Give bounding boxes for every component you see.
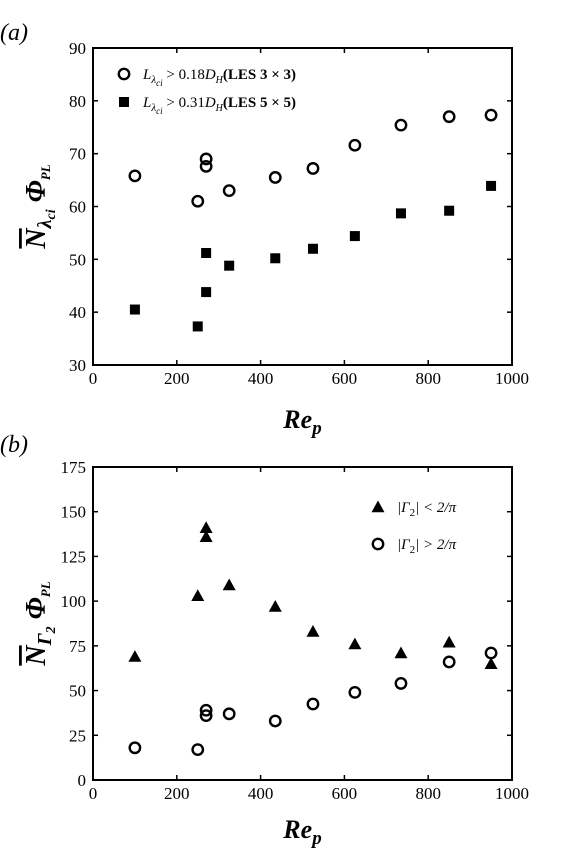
- data-point: [394, 118, 408, 132]
- y-tick-label: 80: [69, 92, 86, 111]
- data-point: [486, 180, 497, 191]
- x-tick-label: 600: [332, 784, 358, 803]
- data-point: [442, 635, 456, 648]
- y-tick-label: 90: [69, 39, 86, 58]
- y-tick-label: 25: [69, 726, 86, 745]
- series-1: [129, 180, 497, 332]
- data-point: [129, 304, 140, 315]
- data-point: [348, 685, 362, 699]
- data-point: [484, 108, 498, 122]
- y-tick-label: 125: [61, 547, 87, 566]
- x-tick-label: 0: [89, 784, 98, 803]
- data-point: [442, 655, 456, 669]
- data-point: [306, 625, 320, 637]
- y-tick-label: 30: [69, 356, 86, 375]
- data-point: [199, 703, 213, 717]
- data-point: [484, 657, 498, 669]
- series-1: [128, 646, 498, 756]
- data-point: [349, 231, 360, 242]
- y-tick-label: 175: [61, 458, 87, 477]
- data-point: [442, 110, 456, 124]
- data-point: [394, 646, 408, 659]
- y-tick-label: 75: [69, 637, 86, 656]
- y-tick-label: 70: [69, 145, 86, 164]
- data-point: [268, 171, 282, 184]
- data-point: [444, 205, 455, 216]
- data-point: [199, 521, 213, 534]
- x-tick-label: 800: [415, 784, 441, 803]
- data-point: [201, 287, 212, 298]
- legend-marker: [117, 67, 131, 81]
- data-point: [201, 247, 212, 258]
- data-point: [199, 530, 213, 542]
- y-tick-label: 40: [69, 303, 86, 322]
- data-point: [191, 194, 205, 208]
- x-tick-label: 400: [248, 784, 274, 803]
- y-tick-label: 150: [61, 503, 87, 522]
- data-point: [128, 169, 142, 183]
- y-tick-label: 60: [69, 198, 86, 217]
- x-tick-label: 1000: [495, 784, 529, 803]
- data-point: [395, 208, 406, 219]
- data-point: [199, 709, 213, 723]
- panel-b: (b) 0 200 400 600 800 1000 0 25 50 75 100 125 150 175 R…: [0, 432, 529, 849]
- data-point: [306, 162, 320, 175]
- data-point: [222, 578, 236, 591]
- data-point: [222, 184, 236, 198]
- data-point: [394, 677, 408, 690]
- x-tick-label: 400: [248, 369, 274, 388]
- legend-marker: [119, 97, 129, 107]
- x-axis-label: Rep: [282, 405, 321, 439]
- series-0: [128, 108, 498, 208]
- data-point: [224, 260, 235, 271]
- data-point: [348, 138, 362, 152]
- data-point: [307, 243, 318, 254]
- data-point: [268, 714, 282, 728]
- data-point: [128, 650, 142, 662]
- legend-marker: [371, 500, 385, 513]
- data-point: [270, 253, 281, 264]
- data-point: [199, 152, 213, 166]
- data-point: [191, 743, 205, 756]
- legend-label: Lλci > 0.31DH(LES 5 × 5): [142, 95, 296, 116]
- data-point: [484, 646, 498, 660]
- series-0: [128, 521, 498, 669]
- y-tick-label: 0: [78, 771, 87, 790]
- legend-label: |Γ2| < 2/π: [397, 500, 457, 519]
- y-tick-label: 50: [69, 250, 86, 269]
- panel-label: (b): [0, 432, 28, 458]
- legend-label: |Γ2| > 2/π: [397, 537, 457, 556]
- data-point: [128, 741, 142, 755]
- data-point: [222, 707, 236, 721]
- x-tick-label: 1000: [495, 369, 529, 388]
- plot-frame: [92, 466, 513, 781]
- x-tick-label: 800: [415, 369, 441, 388]
- y-tick-label: 100: [61, 592, 87, 611]
- y-tick-label: 50: [69, 682, 86, 701]
- data-point: [348, 637, 362, 650]
- data-point: [268, 600, 282, 612]
- panel-label: (a): [0, 20, 28, 46]
- y-axis-label: NΓ2 ΦPL: [21, 581, 59, 666]
- x-tick-label: 200: [164, 784, 190, 803]
- x-tick-label: 200: [164, 369, 190, 388]
- data-point: [192, 321, 203, 332]
- legend-label: Lλci > 0.18DH(LES 3 × 3): [142, 67, 296, 88]
- y-axis-label: Nλci ΦPL: [21, 164, 59, 249]
- data-point: [199, 159, 213, 173]
- x-tick-label: 0: [89, 369, 98, 388]
- x-tick-label: 600: [332, 369, 358, 388]
- legend-marker: [371, 537, 385, 551]
- data-point: [191, 589, 205, 601]
- data-point: [306, 697, 320, 711]
- x-axis-label: Rep: [282, 815, 321, 849]
- panel-a: (a) 0 200 400 600 800 1000 30 40 50 60 70 80 90 Rep Nλc…: [0, 20, 529, 439]
